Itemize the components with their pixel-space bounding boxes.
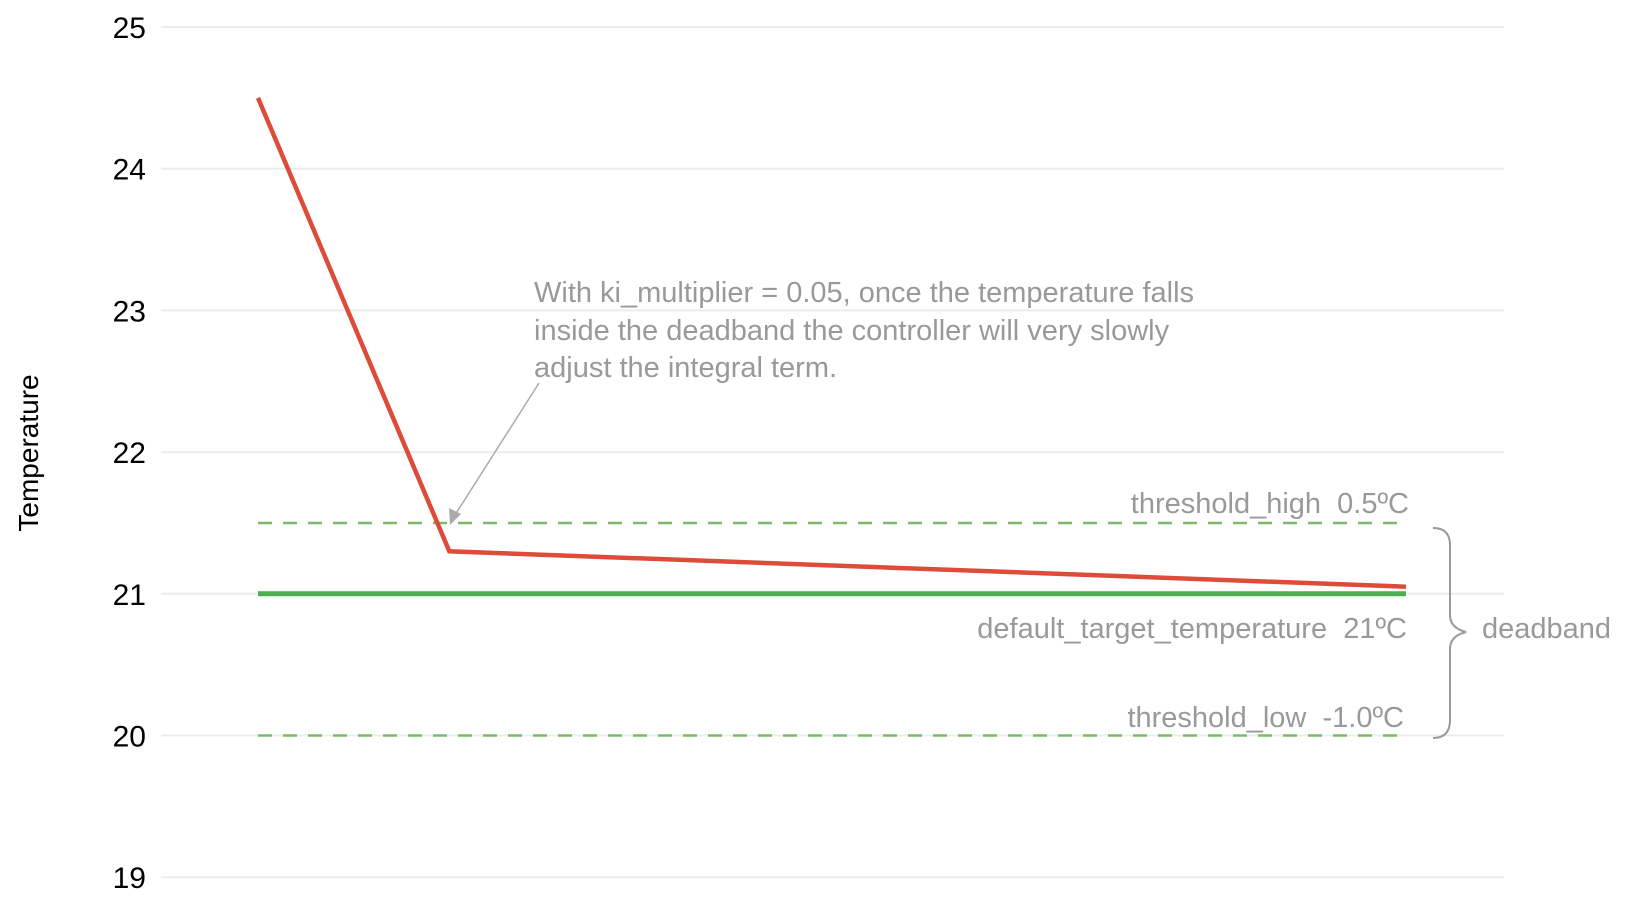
target-temperature-label: default_target_temperature 21ºC	[977, 613, 1407, 645]
reference-lines	[258, 521, 1406, 737]
y-tick-label: 21	[113, 579, 146, 612]
y-tick-label: 25	[113, 12, 146, 45]
y-tick-label: 23	[113, 295, 146, 328]
series	[255, 96, 1407, 589]
y-tick-label: 19	[113, 862, 146, 895]
annotation-line-2: inside the deadband the controller will …	[534, 315, 1170, 347]
threshold-low-label: threshold_low -1.0ºC	[1127, 702, 1404, 734]
gridlines	[161, 26, 1504, 879]
annotation-line-3: adjust the integral term.	[534, 352, 837, 384]
y-axis-label: Temperature	[13, 374, 44, 531]
threshold-high-label: threshold_high 0.5ºC	[1131, 488, 1409, 520]
temperature-series-line	[255, 96, 1407, 589]
deadband-label: deadband	[1482, 613, 1611, 645]
annotation-line-1: With ki_multiplier = 0.05, once the temp…	[534, 277, 1194, 309]
y-tick-labels: 19 20 21 22 23 24 25	[113, 12, 146, 895]
y-tick-label: 24	[113, 154, 146, 187]
y-tick-label: 20	[113, 721, 146, 754]
deadband-brace	[1432, 527, 1467, 739]
y-tick-label: 22	[113, 437, 146, 470]
annotation-arrow	[449, 382, 540, 525]
